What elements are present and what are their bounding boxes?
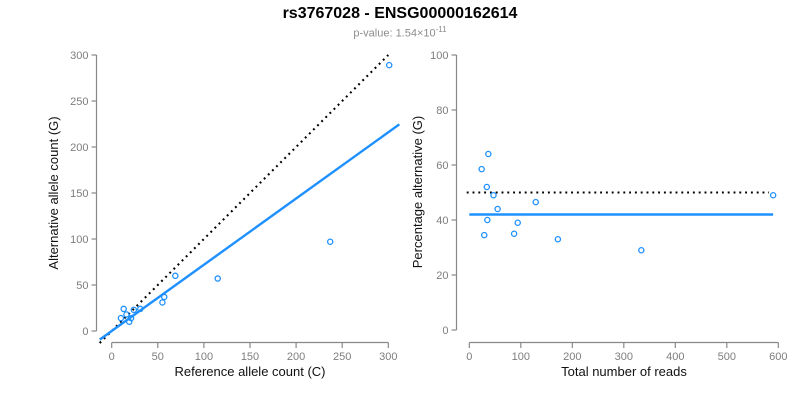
x-tick-label: 600	[769, 351, 787, 363]
data-point	[326, 238, 334, 246]
data-point	[159, 299, 166, 306]
data-point	[485, 150, 492, 158]
data-point	[385, 61, 393, 69]
data-point	[161, 293, 168, 301]
data-point	[172, 272, 179, 280]
data-point	[483, 183, 491, 191]
data-point	[137, 305, 144, 313]
data-point	[514, 219, 521, 226]
data-point	[510, 230, 518, 237]
figure-title: rs3767028 - ENSG00000162614	[282, 5, 518, 22]
identity-line	[98, 54, 390, 344]
x-tick-label: 500	[718, 351, 736, 363]
x-tick-label: 0	[466, 351, 472, 363]
data-point	[214, 275, 221, 282]
data-point	[127, 314, 135, 322]
y-tick-label: 60	[436, 160, 448, 172]
data-point	[117, 314, 125, 322]
data-point	[769, 191, 777, 199]
y-tick-label: 80	[436, 105, 448, 117]
x-tick-label: 250	[333, 351, 351, 363]
x-tick-label: 400	[666, 351, 684, 363]
y-tick-label: 50	[76, 280, 88, 292]
x-tick-label: 50	[152, 351, 164, 363]
y-tick-label: 20	[436, 270, 448, 282]
x-tick-label: 150	[241, 351, 259, 363]
data-point	[532, 198, 539, 206]
y-tick-label: 40	[436, 215, 448, 227]
y-tick-label: 0	[442, 325, 448, 337]
y-tick-label: 300	[70, 50, 88, 62]
regression-line	[99, 123, 401, 341]
y-axis-title: Alternative allele count (G)	[46, 116, 61, 269]
y-tick-label: 100	[70, 234, 88, 246]
data-point	[490, 191, 497, 199]
x-tick-label: 200	[287, 351, 305, 363]
figure-subtitle: p-value: 1.54×10-11	[0, 25, 800, 40]
y-tick-label: 200	[70, 142, 88, 154]
data-point	[494, 205, 501, 213]
data-point	[554, 235, 562, 243]
pvalue-exponent: -11	[435, 25, 447, 34]
x-tick-label: 300	[615, 351, 633, 363]
data-point	[638, 246, 645, 254]
x-tick-label: 100	[195, 351, 213, 363]
x-axis-title: Reference allele count (C)	[174, 364, 325, 379]
y-axis-title: Percentage alternative (G)	[410, 116, 425, 268]
y-tick-label: 150	[70, 188, 88, 200]
x-tick-label: 200	[563, 351, 581, 363]
data-point	[478, 165, 485, 173]
allele-count-scatter: 0 50 100 150 200 250 300 0 50 100 150 200 250 300 Refe…	[46, 50, 401, 379]
x-axis-title: Total number of reads	[561, 364, 687, 379]
data-point	[484, 216, 491, 224]
y-tick-label: 100	[430, 50, 448, 62]
x-tick-label: 100	[512, 351, 530, 363]
percentage-vs-reads-scatter: 0 20 40 60 80 100 0 100 200 300 400 500 600 Total num…	[410, 50, 787, 379]
data-point	[120, 305, 127, 313]
pvalue-text: p-value: 1.54×10	[353, 27, 436, 40]
data-point	[123, 311, 130, 318]
data-point	[480, 231, 488, 239]
y-tick-label: 0	[82, 326, 88, 338]
x-tick-label: 0	[109, 351, 115, 363]
y-tick-label: 250	[70, 96, 88, 108]
x-tick-label: 300	[379, 351, 397, 363]
data-point	[130, 306, 138, 314]
